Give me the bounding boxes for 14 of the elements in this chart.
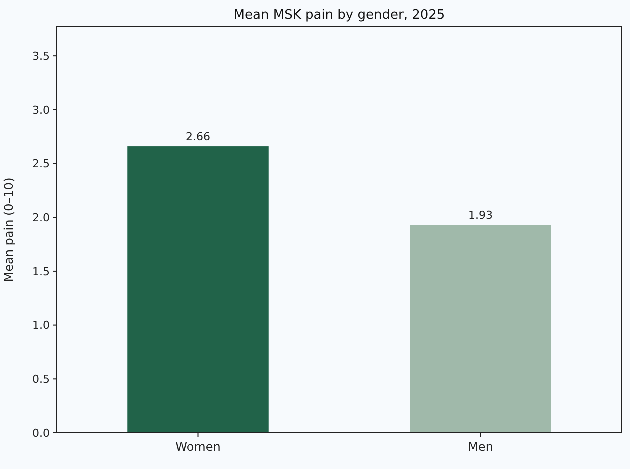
y-tick-label: 0.5 xyxy=(32,373,50,386)
data-label: 2.66 xyxy=(186,130,210,144)
y-tick-label: 2.0 xyxy=(32,211,50,224)
y-tick-label: 0.0 xyxy=(32,426,50,440)
y-tick-label: 1.5 xyxy=(32,265,50,278)
x-tick-label: Women xyxy=(176,440,221,454)
y-tick-label: 1.0 xyxy=(32,319,50,332)
chart-title: Mean MSK pain by gender, 2025 xyxy=(234,8,446,23)
y-tick-label: 3.0 xyxy=(32,104,50,117)
data-label: 1.93 xyxy=(468,209,493,222)
y-tick-label: 2.5 xyxy=(32,158,50,171)
x-tick-label: Men xyxy=(468,440,494,454)
y-tick-label: 3.5 xyxy=(32,50,50,63)
y-axis-title: Mean pain (0–10) xyxy=(2,178,16,282)
